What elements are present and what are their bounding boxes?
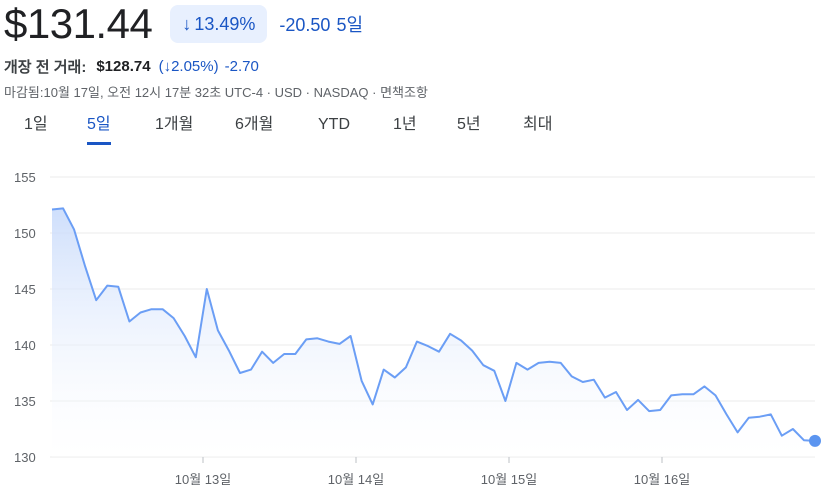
down-arrow-icon: ↓ — [182, 13, 192, 34]
y-tick-label: 150 — [14, 226, 36, 241]
y-tick-label: 130 — [14, 450, 36, 465]
tab-max[interactable]: 최대 — [523, 116, 553, 133]
price-area-fill — [52, 208, 815, 457]
premarket-price: $128.74 — [96, 58, 151, 75]
price-chart[interactable]: 155 150 145 140 135 130 10월 13일 10월 14일 10월 15일… — [0, 160, 832, 496]
market-status-meta: 마감됨:10월 17일, 오전 12시 17분 32초 UTC-4 · USD … — [4, 85, 428, 100]
price-header: $131.44 ↓ 13.49% -20.50 5일 — [4, 2, 363, 46]
x-tick-label: 10월 15일 — [481, 472, 537, 487]
tab-1d[interactable]: 1일 — [24, 116, 48, 133]
percent-change: 13.49% — [194, 13, 256, 34]
change-period: 5일 — [336, 15, 364, 35]
y-axis-labels: 155 150 145 140 135 130 — [14, 170, 36, 465]
y-tick-label: 145 — [14, 282, 36, 297]
x-tick-label: 10월 14일 — [328, 472, 384, 487]
tab-5d[interactable]: 5일 — [87, 114, 111, 145]
premarket-change: -2.70 — [224, 58, 259, 75]
x-tick-label: 10월 16일 — [634, 472, 690, 487]
y-tick-label: 135 — [14, 394, 36, 409]
premarket-percent: (↓2.05%) — [158, 58, 219, 75]
x-axis-ticks: 10월 13일 10월 14일 10월 15일 10월 16일 — [175, 457, 690, 487]
percent-change-chip: ↓ 13.49% — [170, 5, 268, 43]
premarket-label: 개장 전 거래: — [4, 59, 87, 76]
absolute-change: -20.50 — [279, 15, 331, 35]
premarket-row: 개장 전 거래: $128.74 (↓2.05%) -2.70 — [4, 56, 259, 77]
tab-6m[interactable]: 6개월 — [235, 116, 274, 133]
y-tick-label: 140 — [14, 338, 36, 353]
tab-5y[interactable]: 5년 — [457, 116, 481, 133]
last-price-dot — [809, 434, 821, 447]
tab-ytd[interactable]: YTD — [318, 116, 350, 133]
y-tick-label: 155 — [14, 170, 36, 185]
current-price: $131.44 — [4, 0, 153, 47]
x-tick-label: 10월 13일 — [175, 472, 231, 487]
tab-1m[interactable]: 1개월 — [155, 116, 194, 133]
absolute-change-group: -20.50 5일 — [279, 11, 363, 37]
tab-1y[interactable]: 1년 — [393, 116, 417, 133]
price-line — [51, 207, 816, 442]
